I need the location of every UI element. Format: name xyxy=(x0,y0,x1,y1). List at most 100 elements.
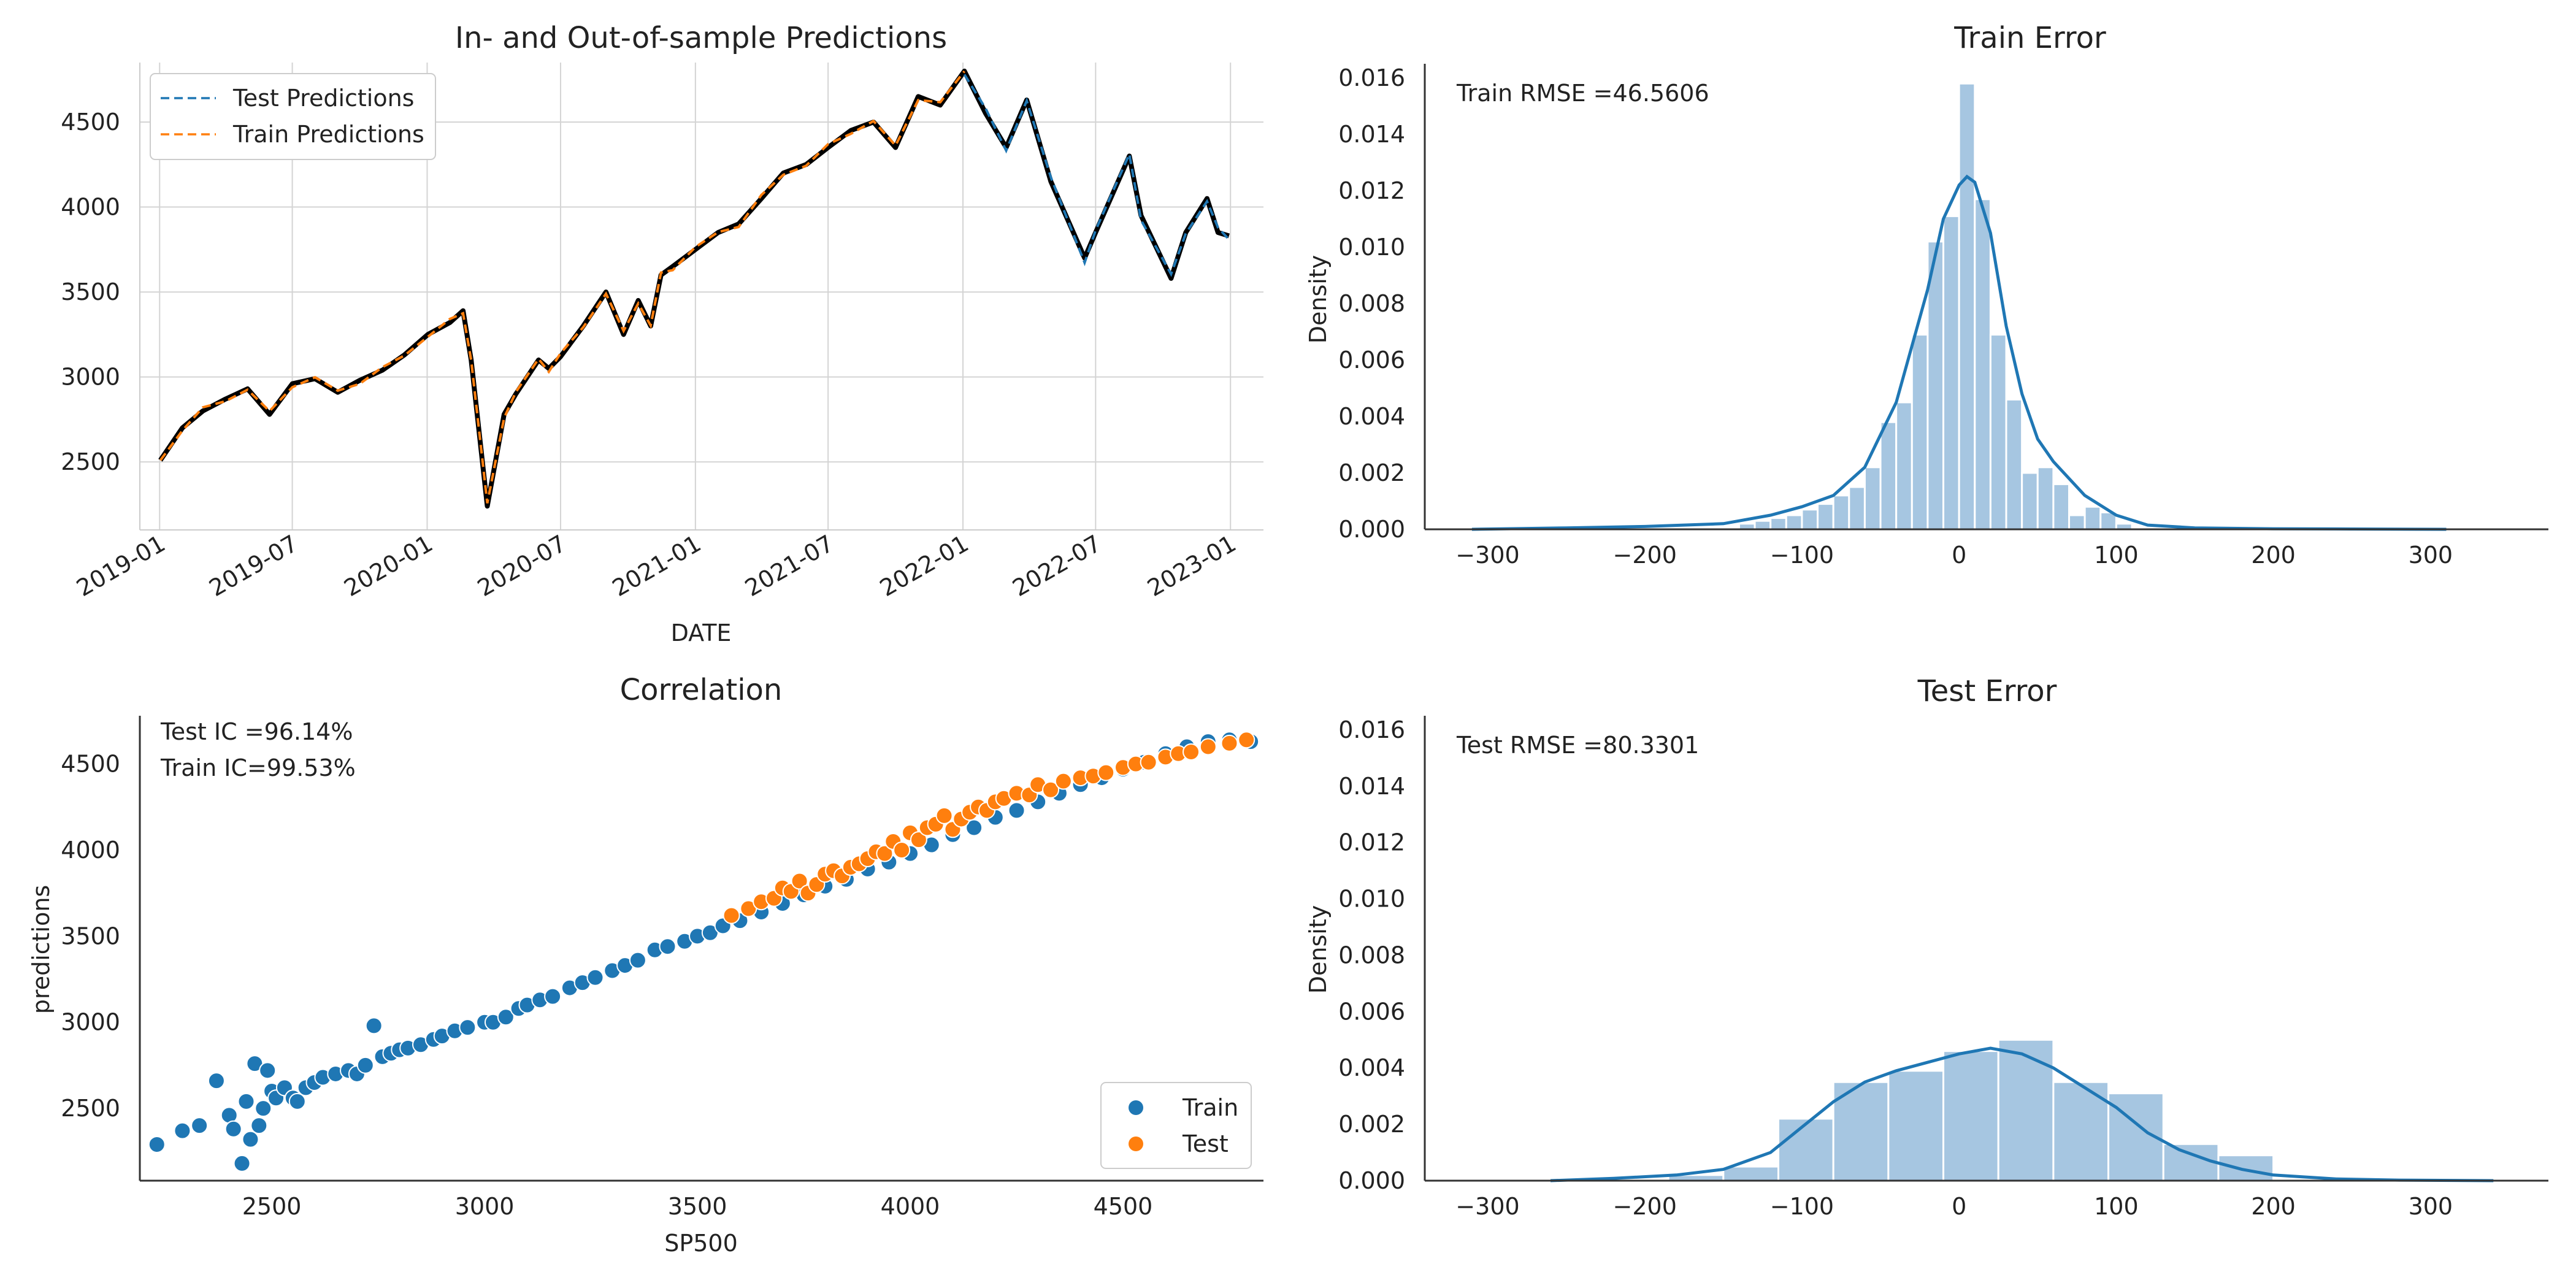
train-error-x-tick-label: 200 xyxy=(2251,542,2296,569)
train-scatter-point xyxy=(659,938,677,956)
train-scatter-point xyxy=(288,1092,306,1110)
train-error-histogram-bar xyxy=(1879,421,1898,531)
test-error-histogram-bar xyxy=(1777,1117,1834,1182)
train-scatter-point xyxy=(242,1130,259,1148)
correlation-x-tick-label: 3500 xyxy=(668,1193,727,1220)
train-scatter-point xyxy=(148,1136,166,1154)
train-scatter-point xyxy=(237,1092,255,1110)
test-scatter-point xyxy=(1238,731,1255,749)
x-tick-label: 2019-01 xyxy=(72,530,170,602)
test-error-y-tick-label: 0.006 xyxy=(1338,998,1405,1025)
test-error-histogram-bar xyxy=(1887,1070,1945,1182)
train-error-y-tick-label: 0.012 xyxy=(1338,177,1405,204)
train-rmse-annotation: Train RMSE =46.5606 xyxy=(1456,80,1709,107)
train-error-y-axis-label: Density xyxy=(1305,255,1332,343)
predictions-line-panel: In- and Out-of-sample Predictions 2019-0… xyxy=(61,21,1263,646)
train-error-histogram-bar xyxy=(1974,198,1991,531)
train-error-x-tick-label: −200 xyxy=(1613,542,1677,569)
y-tick-label: 2500 xyxy=(61,448,120,475)
train-error-histogram-bar xyxy=(1911,334,1929,531)
train-error-y-tick-label: 0.000 xyxy=(1338,516,1405,543)
train-error-histogram-bar xyxy=(1989,334,2007,531)
train-error-histogram-bar xyxy=(1801,508,1819,531)
train-error-x-tick-label: 300 xyxy=(2409,542,2453,569)
test-ic-annotation: Test IC =96.14% xyxy=(160,718,353,745)
train-scatter-point xyxy=(544,987,562,1005)
train-error-histogram-bar xyxy=(1942,215,1960,531)
predictions-y-ticks: 2500 3000 3500 4000 4500 xyxy=(61,109,120,475)
test-scatter-point xyxy=(1042,781,1060,799)
test-predictions-line xyxy=(963,74,1230,277)
train-scatter-point xyxy=(250,1117,268,1135)
test-error-panel: Test Error −300 −200 −100 0 100 200 300 0.0000… xyxy=(1305,674,2548,1220)
correlation-x-axis-label: SP500 xyxy=(664,1230,738,1257)
x-tick-label: 2023-01 xyxy=(1143,530,1241,602)
y-tick-label: 4500 xyxy=(61,109,120,136)
correlation-x-tick-label: 4000 xyxy=(881,1193,940,1220)
test-error-y-tick-label: 0.012 xyxy=(1338,829,1405,856)
test-scatter-point xyxy=(1140,753,1157,771)
legend-label-train-predictions: Train Predictions xyxy=(232,121,424,148)
train-scatter-point xyxy=(497,1008,515,1026)
x-tick-label: 2022-01 xyxy=(875,530,973,602)
test-error-bars xyxy=(1667,1038,2275,1182)
train-scatter-point xyxy=(965,819,983,837)
test-scatter-point xyxy=(1054,772,1072,790)
test-scatter-point xyxy=(876,845,894,862)
test-error-histogram-bar xyxy=(1942,1050,1999,1182)
x-tick-label: 2021-07 xyxy=(740,530,838,602)
train-error-x-tick-label: 100 xyxy=(2094,542,2139,569)
correlation-y-tick-label: 2500 xyxy=(61,1095,120,1122)
train-error-histogram-bar xyxy=(2005,398,2023,531)
correlation-y-ticks: 2500 3000 3500 4000 4500 xyxy=(61,751,120,1122)
train-error-histogram-bar xyxy=(1863,466,1882,531)
train-error-histogram-bar xyxy=(2052,483,2071,531)
y-tick-label: 3000 xyxy=(61,364,120,391)
train-error-x-tick-label: −100 xyxy=(1770,542,1834,569)
test-rmse-annotation: Test RMSE =80.3301 xyxy=(1456,732,1699,759)
correlation-x-tick-label: 3000 xyxy=(455,1193,515,1220)
train-error-y-tick-label: 0.016 xyxy=(1338,64,1405,91)
y-tick-label: 3500 xyxy=(61,278,120,305)
test-error-histogram-bar xyxy=(1722,1165,1780,1182)
train-scatter-point xyxy=(174,1122,191,1140)
correlation-legend: Train Test xyxy=(1100,1082,1252,1169)
test-error-histogram-bar xyxy=(2217,1154,2275,1182)
test-scatter-point xyxy=(791,872,808,890)
train-scatter-point xyxy=(586,968,604,986)
train-scatter-point xyxy=(191,1117,209,1135)
train-scatter-point xyxy=(233,1154,251,1172)
train-error-histogram-bar xyxy=(2083,505,2102,531)
test-scatter-point xyxy=(1183,743,1200,761)
legend-marker-test xyxy=(1129,1137,1143,1151)
correlation-title: Correlation xyxy=(620,673,783,707)
legend-marker-train xyxy=(1129,1100,1143,1115)
test-error-kde-line xyxy=(1550,1046,2494,1183)
predictions-legend: Test Predictions Train Predictions xyxy=(150,73,436,160)
train-error-histogram-bar xyxy=(1769,517,1787,531)
test-error-y-tick-label: 0.004 xyxy=(1338,1054,1405,1081)
train-scatter-point xyxy=(255,1100,272,1117)
correlation-y-tick-label: 3500 xyxy=(61,922,120,949)
train-scatter-point xyxy=(1008,802,1025,819)
train-error-histogram-bar xyxy=(1785,514,1803,531)
correlation-y-tick-label: 3000 xyxy=(61,1009,120,1036)
test-error-x-tick-label: 300 xyxy=(2409,1193,2453,1220)
y-tick-label: 4000 xyxy=(61,194,120,221)
train-error-histogram-bar xyxy=(1817,503,1834,531)
test-error-x-tick-label: 200 xyxy=(2251,1193,2296,1220)
test-error-y-tick-label: 0.010 xyxy=(1338,886,1405,913)
train-scatter-point xyxy=(356,1056,374,1074)
train-scatter-point xyxy=(459,1019,477,1037)
test-error-x-ticks: −300 −200 −100 0 100 200 300 xyxy=(1455,1193,2453,1220)
test-error-y-tick-label: 0.008 xyxy=(1338,941,1405,968)
correlation-panel: Correlation 2500 3000 3500 4000 4500 2500 300… xyxy=(28,673,1263,1257)
test-scatter-point xyxy=(723,907,740,924)
predictions-legend-box xyxy=(150,73,436,160)
train-error-histogram-bar xyxy=(1848,486,1866,531)
correlation-points xyxy=(148,731,1260,1172)
train-error-histogram-bar xyxy=(2036,466,2055,531)
correlation-y-axis-label: predictions xyxy=(28,885,55,1014)
train-error-histogram-bar xyxy=(1926,240,1945,531)
